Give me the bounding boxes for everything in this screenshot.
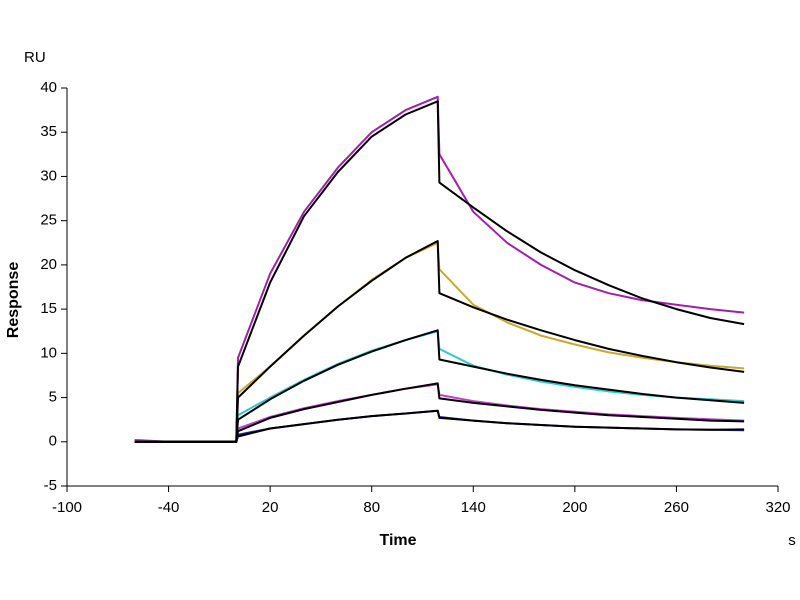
- y-tick-label: 40: [40, 79, 57, 96]
- series-line: [134, 382, 745, 443]
- x-tick-label: -40: [158, 499, 180, 516]
- x-tick-label: -100: [52, 499, 82, 516]
- x-tick-label: 20: [262, 499, 279, 516]
- series-line: [134, 329, 745, 443]
- x-unit: s: [788, 532, 796, 549]
- y-tick-label: 10: [40, 344, 57, 361]
- y-tick-label: -5: [44, 477, 57, 494]
- y-unit: RU: [24, 49, 46, 66]
- x-tick-label: 260: [664, 499, 689, 516]
- y-tick-label: 15: [40, 300, 57, 317]
- y-tick-label: 25: [40, 212, 57, 229]
- y-tick-label: 35: [40, 123, 57, 140]
- y-tick-label: 30: [40, 167, 57, 184]
- x-tick-label: 200: [562, 499, 587, 516]
- y-tick-label: 20: [40, 256, 57, 273]
- y-tick-label: 0: [49, 433, 57, 450]
- y-tick-label: 5: [49, 389, 57, 406]
- series-line: [134, 409, 745, 443]
- x-tick-label: 140: [461, 499, 486, 516]
- y-axis-label: Response: [5, 262, 22, 339]
- x-axis-label: Time: [379, 532, 416, 549]
- x-tick-label: 320: [765, 499, 790, 516]
- x-tick-label: 80: [363, 499, 380, 516]
